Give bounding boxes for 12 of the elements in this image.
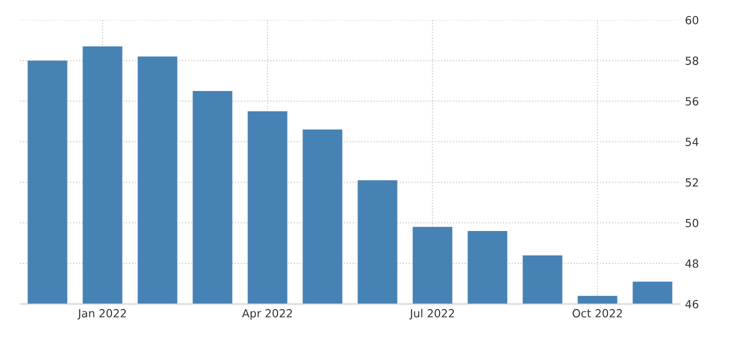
x-tick-label: Apr 2022 [242,309,292,320]
y-tick-label: 54 [686,138,698,146]
x-tick-label: Oct 2022 [572,309,622,318]
y-tick-label: 48 [685,259,698,268]
y-tick-label: 56 [686,97,698,106]
x-tick-label: Jul 2022 [409,308,454,320]
y-tick-label: 46 [685,300,698,308]
y-tick-label: 52 [686,178,698,187]
y-tick-label: 58 [686,56,698,65]
x-tick-label: Jan 2022 [77,309,126,320]
y-tick-label: 60 [686,16,698,24]
y-tick-label: 50 [686,218,698,228]
